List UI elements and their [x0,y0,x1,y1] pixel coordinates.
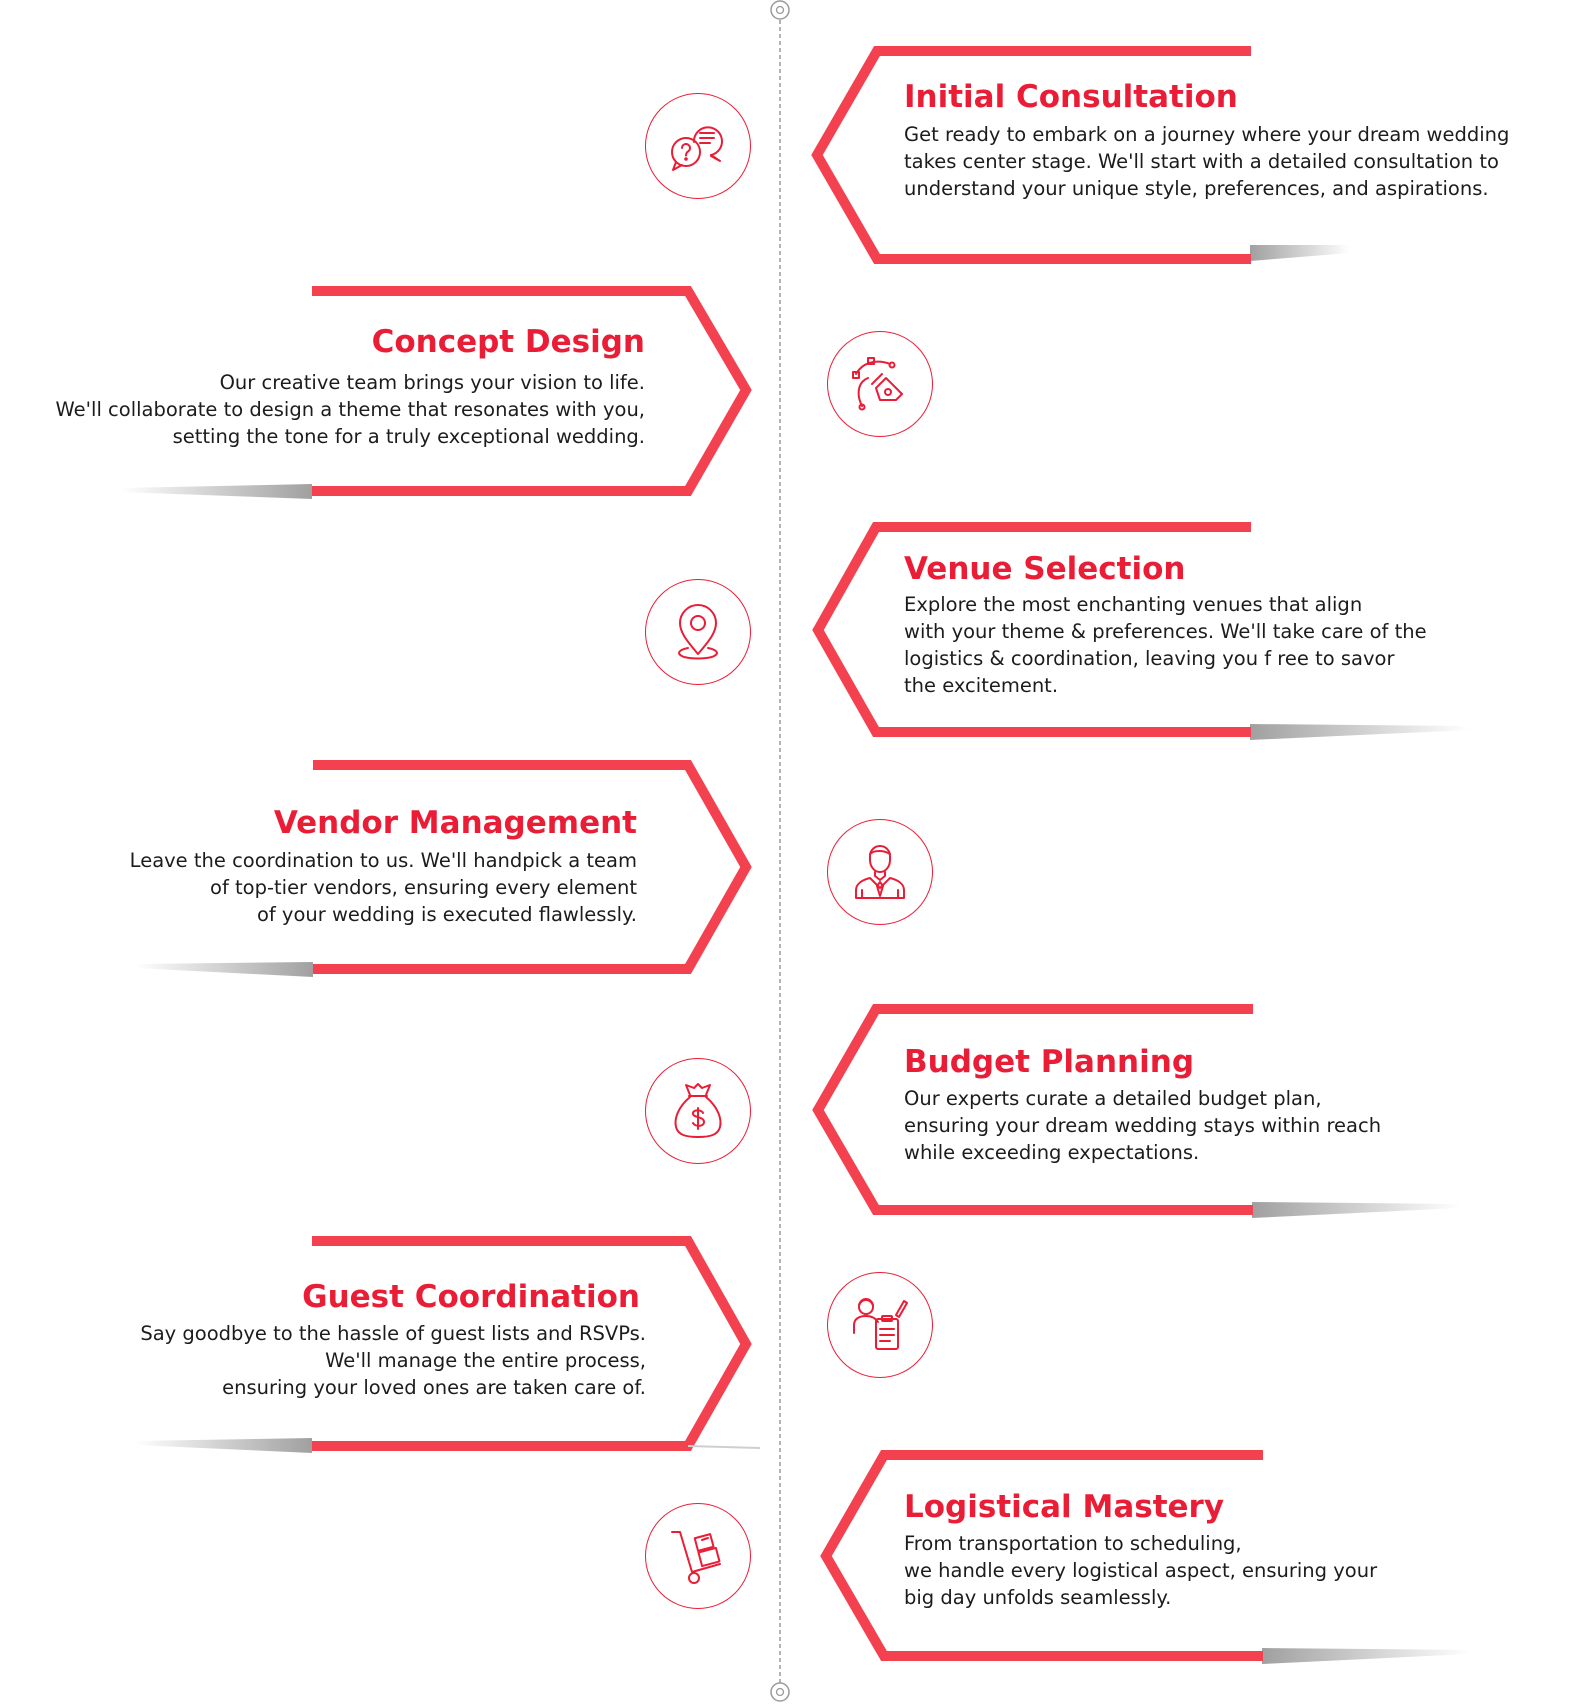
step-description-venue-selection: Explore the most enchanting venues that … [904,593,1427,697]
step-title-vendor-management: Vendor Management [273,805,637,841]
step-frame-concept-design [120,286,752,499]
step-description-budget-planning: Our experts curate a detailed budget pla… [904,1087,1382,1164]
step-description-initial-consultation: Get ready to embark on a journey where y… [904,123,1510,200]
step-title-concept-design: Concept Design [371,324,645,360]
step-description-logistical-mastery: From transportation to scheduling, we ha… [904,1532,1378,1609]
step-frame-venue-selection [812,522,1470,740]
step-icon-badge-vendor-management [827,819,933,925]
step-title-guest-coordination: Guest Coordination [302,1279,640,1315]
pen-tool-icon [852,357,903,411]
step-title-initial-consultation: Initial Consultation [904,79,1238,115]
timeline-top-marker [770,0,790,20]
step-frame-initial-consultation [811,46,1350,264]
step-title-logistical-mastery: Logistical Mastery [904,1489,1225,1525]
step-icon-badge-initial-consultation [645,93,751,199]
step-frame-budget-planning [812,1004,1460,1218]
step-description-concept-design: Our creative team brings your vision to … [55,371,645,448]
money-bag-icon [674,1083,722,1138]
step-icon-badge-guest-coordination [827,1272,933,1378]
timeline-line [770,0,790,1702]
clipboard-person-icon [853,1298,908,1350]
step-description-guest-coordination: Say goodbye to the hassle of guest lists… [140,1322,646,1399]
step-frame-vendor-management [135,760,752,977]
hand-truck-icon [671,1531,721,1584]
businessman-icon [855,845,905,899]
step-frame-guest-coordination [135,1236,761,1453]
step-icon-badge-venue-selection [645,579,751,685]
step-icon-badge-logistical-mastery [645,1503,751,1609]
step-description-vendor-management: Leave the coordination to us. We'll hand… [129,849,637,926]
step-frame-logistical-mastery [820,1450,1470,1664]
map-pin-icon [678,604,718,660]
timeline-bottom-marker [770,1682,790,1702]
step-icon-badge-budget-planning [645,1058,751,1164]
step-icon-badge-concept-design [827,331,933,437]
step-title-venue-selection: Venue Selection [904,551,1186,587]
chat-question-icon [671,126,723,171]
step-title-budget-planning: Budget Planning [904,1044,1195,1080]
